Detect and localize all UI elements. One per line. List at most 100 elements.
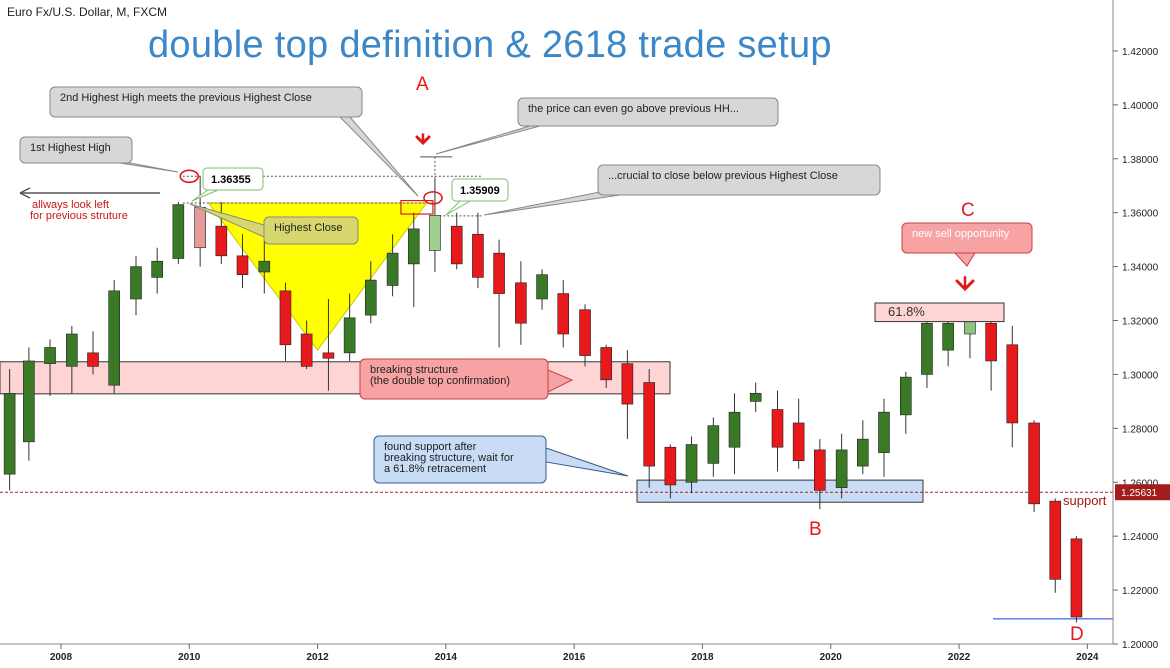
arrow-head — [415, 135, 431, 146]
candle-body — [749, 393, 762, 402]
candle — [1070, 536, 1083, 623]
callout-text: breaking structure, wait for — [384, 452, 514, 464]
candle — [493, 239, 505, 348]
candle — [899, 371, 912, 434]
candle — [536, 269, 548, 310]
candle-body — [386, 252, 399, 286]
candle — [728, 393, 741, 475]
candle-body — [343, 317, 356, 354]
first-hh-price-tag: 1.36355 — [191, 167, 264, 202]
candle-body — [172, 204, 185, 259]
candle-body — [707, 425, 720, 464]
candle — [172, 201, 185, 264]
y-tick-label: 1.38000 — [1122, 155, 1159, 166]
candle-body — [44, 347, 56, 364]
candle-body — [942, 322, 954, 351]
candle — [878, 398, 890, 477]
candle-body — [66, 333, 78, 367]
candle-body — [899, 376, 912, 416]
y-tick-label: 1.34000 — [1122, 263, 1159, 274]
candle — [749, 382, 762, 413]
candle-body — [857, 438, 869, 467]
price-tag-box — [451, 178, 509, 202]
candle-body — [579, 309, 591, 356]
point-c-label: C — [961, 200, 975, 221]
candle-body — [258, 260, 271, 273]
candle — [921, 317, 933, 388]
candle — [664, 444, 677, 499]
callout-text: a 61.8% retracement — [384, 463, 486, 475]
sell-callout: new sell opportunity — [901, 222, 1033, 267]
candle — [792, 398, 805, 469]
y-tick-label: 1.20000 — [1122, 640, 1159, 651]
candle — [814, 439, 826, 510]
double-top-highlight — [207, 202, 428, 352]
x-tick-label: 2020 — [820, 652, 843, 663]
candle-body — [215, 225, 228, 257]
callout-box — [373, 435, 547, 484]
candle — [707, 417, 720, 477]
candle-body — [771, 409, 784, 448]
candle — [23, 347, 35, 461]
candle — [44, 339, 56, 396]
second-high-price-tag: 1.35909 — [445, 178, 509, 216]
candle — [579, 304, 591, 367]
structure-zone — [0, 361, 671, 395]
callout-text: 2nd Highest High meets the previous High… — [60, 92, 312, 104]
candle — [130, 255, 142, 316]
candle — [322, 298, 335, 391]
candle — [1028, 420, 1040, 512]
highest-close-callout: Highest Close — [189, 203, 359, 245]
look-left-text-2: for previous struture — [30, 210, 128, 222]
candle-body — [322, 352, 335, 359]
y-tick-label: 1.24000 — [1122, 532, 1159, 543]
candle-body — [600, 347, 613, 381]
callout-box — [19, 136, 133, 164]
candle-body — [493, 252, 505, 294]
callout-box — [49, 86, 363, 118]
price-badge — [1115, 484, 1170, 501]
candle-layer — [3, 176, 1083, 623]
callout-pointer — [545, 447, 629, 477]
callout-text: 1st Highest High — [30, 142, 111, 154]
callout-text: Highest Close — [274, 222, 342, 234]
candle-body — [921, 322, 933, 375]
candle-body — [407, 228, 420, 265]
candle-body — [878, 411, 890, 453]
callout-text: the price can even go above previous HH.… — [528, 103, 739, 115]
candle — [857, 420, 869, 475]
x-tick-label: 2014 — [435, 652, 458, 663]
y-tick-label: 1.30000 — [1122, 370, 1159, 381]
x-tick-label: 2012 — [306, 652, 329, 663]
y-tick-label: 1.26000 — [1122, 478, 1159, 489]
candle-body — [3, 393, 16, 475]
x-tick-label: 2022 — [948, 652, 971, 663]
candle — [236, 234, 249, 289]
c-down-arrow — [955, 276, 975, 292]
price-tag-pointer — [445, 200, 472, 216]
candle-body — [450, 225, 463, 265]
candle — [515, 261, 527, 345]
callout-pointer — [435, 125, 541, 155]
candle — [258, 236, 271, 294]
candle-body — [621, 363, 634, 405]
price-tag-box — [202, 167, 264, 191]
arrow-head — [955, 279, 975, 292]
price-tag-pointer — [191, 189, 219, 202]
candle — [643, 369, 655, 488]
candle-body — [557, 293, 570, 335]
candle-body — [515, 282, 527, 324]
first-hh-circle — [179, 169, 200, 184]
candle-body — [23, 360, 35, 443]
callout-pointer — [119, 162, 179, 173]
callout-box — [263, 216, 359, 245]
callout-pointer — [338, 116, 419, 197]
support-label: support — [1063, 493, 1107, 508]
support-zone — [636, 479, 924, 503]
x-tick-label: 2016 — [563, 652, 586, 663]
y-tick-label: 1.28000 — [1122, 424, 1159, 435]
fib-label: 61.8% — [888, 304, 925, 319]
